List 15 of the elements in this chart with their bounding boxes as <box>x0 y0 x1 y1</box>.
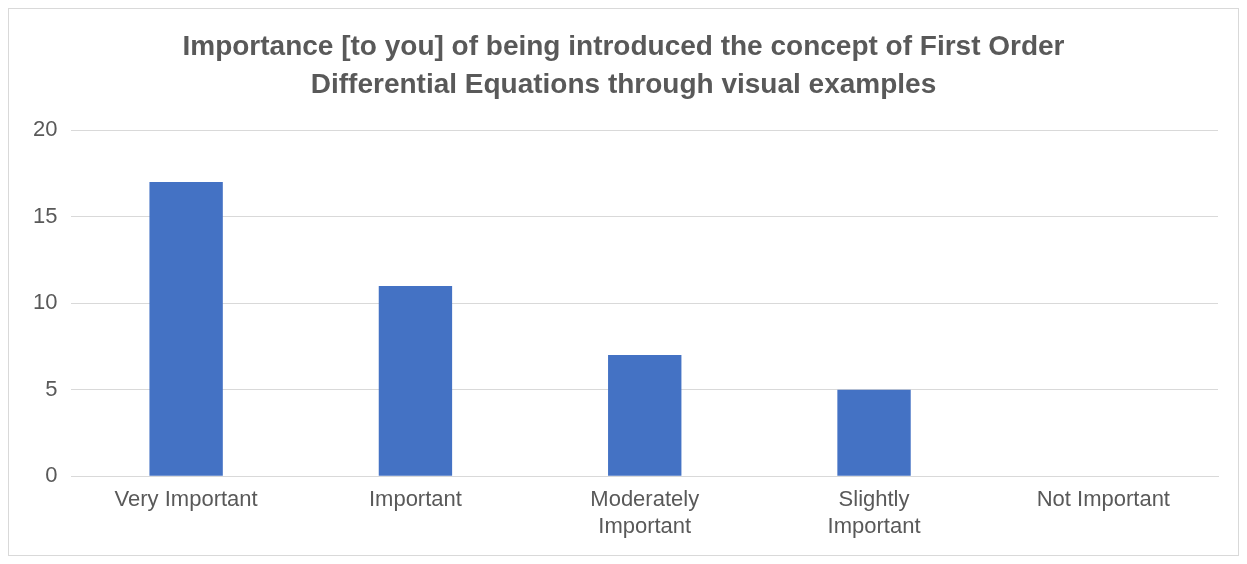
x-tick-label: Very Important <box>114 486 258 512</box>
y-tick-label: 0 <box>45 462 58 488</box>
y-tick-label: 20 <box>32 116 58 142</box>
bar <box>378 285 453 476</box>
chart-title: Importance [to you] of being introduced the concept of First Order Differential Equations through visual examples <box>181 29 1066 101</box>
bar <box>837 389 911 476</box>
y-tick-label: 15 <box>32 202 58 228</box>
y-tick-label: 5 <box>45 375 58 401</box>
x-tick-label: Slightly Important <box>827 486 921 538</box>
x-tick-label: Not Important <box>1036 486 1170 512</box>
x-tick-label: Important <box>368 486 462 512</box>
y-tick-label: 10 <box>32 289 58 315</box>
bar <box>149 182 223 476</box>
bar <box>608 355 682 476</box>
x-tick-label: Moderately Important <box>590 486 700 538</box>
